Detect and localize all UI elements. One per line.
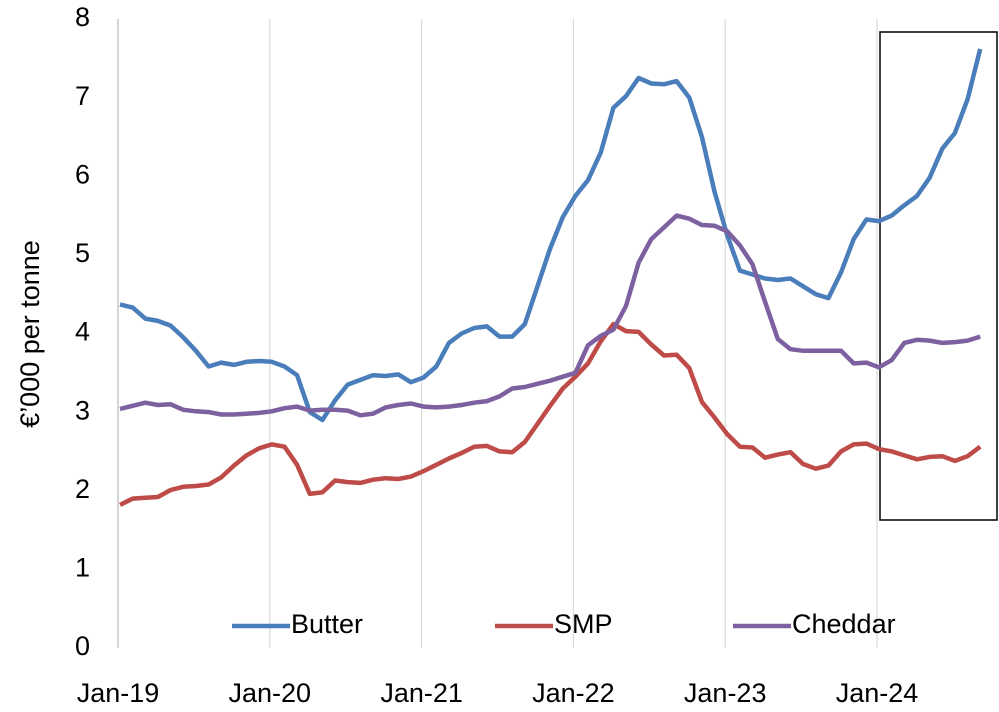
y-tick-label: 3	[75, 395, 90, 425]
y-tick-label: 4	[75, 317, 90, 347]
x-tick-label: Jan-23	[684, 678, 767, 708]
y-tick-label: 1	[75, 553, 90, 583]
y-tick-label: 6	[75, 159, 90, 189]
x-tick-label: Jan-20	[229, 678, 312, 708]
x-tick-label: Jan-22	[532, 678, 615, 708]
legend-label: Cheddar	[792, 609, 896, 639]
x-tick-label: Jan-21	[380, 678, 463, 708]
y-tick-label: 7	[75, 81, 90, 111]
y-tick-label: 2	[75, 474, 90, 504]
legend-label: SMP	[554, 609, 613, 639]
y-axis-label: €’000 per tonne	[15, 240, 45, 428]
legend-label: Butter	[291, 609, 363, 639]
highlight-box	[879, 31, 998, 521]
line	[119, 48, 983, 423]
y-tick-label: 0	[75, 631, 90, 661]
x-tick-label: Jan-24	[836, 678, 919, 708]
x-tick-label: Jan-19	[77, 678, 160, 708]
line	[119, 213, 981, 418]
y-tick-label: 5	[75, 238, 90, 268]
line	[119, 321, 982, 507]
y-tick-label: 8	[75, 2, 90, 32]
